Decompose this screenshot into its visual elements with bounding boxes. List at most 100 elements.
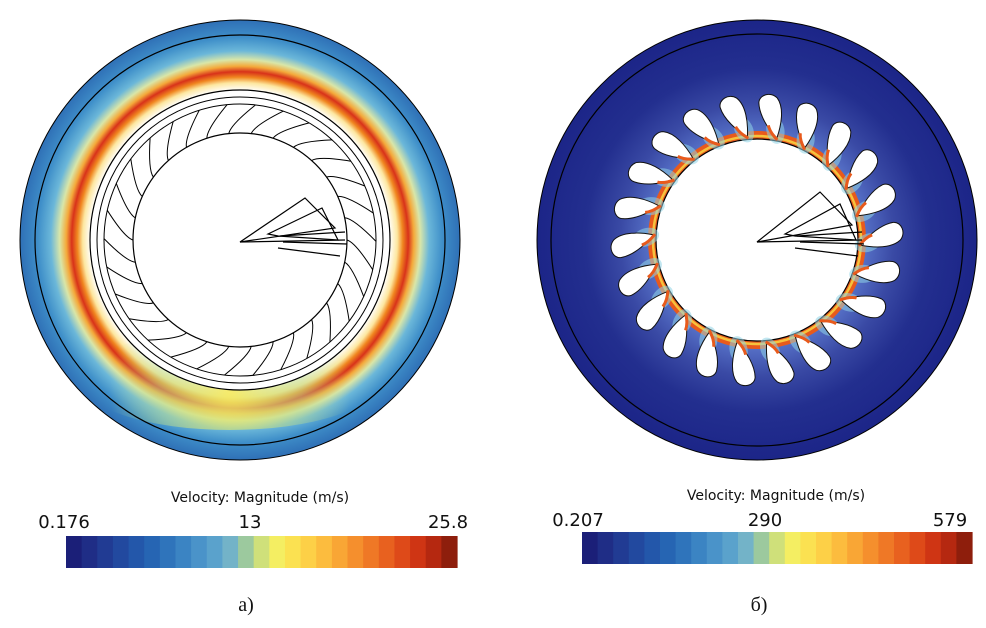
colorbar-swatch — [222, 536, 239, 568]
colorbar-mid-label-a: 13 — [239, 512, 262, 533]
rotor-blades-b — [610, 93, 904, 387]
colorbar-swatch — [894, 532, 911, 564]
rotor-blade — [311, 157, 351, 162]
colorbar-max-label-b: 579 — [933, 510, 967, 531]
rotor-blade — [103, 238, 136, 263]
colorbar-swatch — [753, 532, 770, 564]
rotor-blade — [695, 326, 718, 378]
colorbar-swatch — [284, 536, 302, 568]
colorbar-swatch — [691, 532, 708, 564]
casing-inner-b — [550, 33, 964, 447]
rotor-blade — [627, 161, 679, 187]
rotor-blade — [618, 258, 662, 297]
panel-b — [536, 19, 978, 461]
colorbar-swatch — [613, 532, 630, 564]
rotor-blade — [682, 108, 725, 150]
rotor-blade — [651, 131, 699, 165]
rotor-blade — [789, 330, 832, 372]
rotor-blade — [344, 217, 377, 242]
colorbar-swatch — [706, 532, 723, 564]
colorbar-swatch — [956, 532, 973, 564]
rotor-blade — [250, 110, 284, 134]
rotor-blade — [835, 293, 887, 319]
colorbar-swatch — [331, 536, 349, 568]
casing-outer-a — [19, 19, 461, 461]
rotor-blade — [115, 293, 154, 304]
rotor-blade — [206, 104, 228, 139]
rotor-blade — [610, 227, 660, 259]
colorbar-swatch — [722, 532, 739, 564]
colorbar-swatch — [81, 536, 98, 568]
colorbar-swatch — [128, 536, 145, 568]
colorbar-max-label-a: 25.8 — [428, 512, 468, 533]
rotor-blade — [758, 93, 785, 144]
rotor-blade — [196, 346, 230, 370]
colorbar-swatch — [144, 536, 161, 568]
colorbar-swatch — [425, 536, 442, 568]
rotor-rim-2-a — [96, 96, 384, 384]
rotor-blade — [147, 332, 187, 341]
colorbar-swatch — [159, 536, 177, 568]
nozzle-b — [756, 191, 865, 257]
colorbar-mid-label-b: 290 — [748, 510, 782, 531]
rotor-blade — [115, 183, 136, 219]
colorbar-swatch — [378, 536, 396, 568]
rotor-blade — [129, 318, 169, 323]
rotor-rim-outer-a — [89, 89, 391, 391]
colorbar-title-b: Velocity: Magnitude (m/s) — [687, 488, 865, 504]
colorbar-swatch — [582, 532, 599, 564]
rotor-rim-3-a — [103, 103, 377, 377]
rotor-blade — [337, 195, 374, 214]
caption-b: б) — [751, 594, 768, 616]
colorbar-title-a: Velocity: Magnitude (m/s) — [171, 490, 349, 506]
colorbar-swatch — [847, 532, 864, 564]
rotor-blade — [662, 309, 692, 359]
colorbar-swatch — [238, 536, 255, 568]
rotor-blade — [170, 341, 208, 358]
rotor-blade — [326, 302, 331, 343]
rotor-blade — [166, 121, 174, 161]
colorbar-swatch — [441, 536, 458, 568]
rotor-blade — [852, 183, 896, 222]
colorbar-swatch — [831, 532, 848, 564]
colorbar-swatch — [97, 536, 114, 568]
rotor-blade — [280, 332, 295, 371]
rotor-blade — [635, 285, 674, 331]
rotor-blade — [337, 283, 350, 322]
colorbar-min-label-a: 0.176 — [38, 512, 90, 533]
rotor-blade — [840, 149, 879, 195]
casing-inner-a — [34, 34, 446, 446]
nozzle-a — [239, 197, 348, 257]
casing-outer-b — [536, 19, 978, 461]
rotor-blade — [815, 315, 863, 349]
rotor-blade — [228, 104, 256, 134]
rotor-blade — [293, 139, 333, 148]
colorbar-swatch — [347, 536, 364, 568]
rotor-blade — [796, 102, 819, 154]
rotor-blade — [326, 176, 365, 187]
colorbar-swatch — [597, 532, 614, 564]
colorbar-swatch — [269, 536, 286, 568]
colorbar-swatch — [784, 532, 801, 564]
colorbar-swatch — [816, 532, 833, 564]
colorbar-swatch — [909, 532, 926, 564]
colorbar-swatch — [363, 536, 380, 568]
colorbar-swatch — [940, 532, 957, 564]
colorbar-swatch — [769, 532, 786, 564]
colorbar-swatch — [206, 536, 223, 568]
colorbar-swatch — [191, 536, 208, 568]
rotor-blade — [149, 137, 154, 178]
colorbar-swatch — [175, 536, 192, 568]
colorbar-swatch — [644, 532, 661, 564]
rotor-blade — [822, 121, 852, 171]
panel-a — [19, 19, 461, 461]
colorbar-swatch — [660, 532, 677, 564]
colorbar-swatch — [410, 536, 427, 568]
rotor-blade — [719, 95, 754, 143]
colorbar-min-label-b: 0.207 — [552, 510, 604, 531]
colorbar-swatch — [862, 532, 879, 564]
colorbar-swatch — [675, 532, 692, 564]
colorbar-swatch — [316, 536, 333, 568]
colorbar-swatches-a — [66, 536, 458, 568]
